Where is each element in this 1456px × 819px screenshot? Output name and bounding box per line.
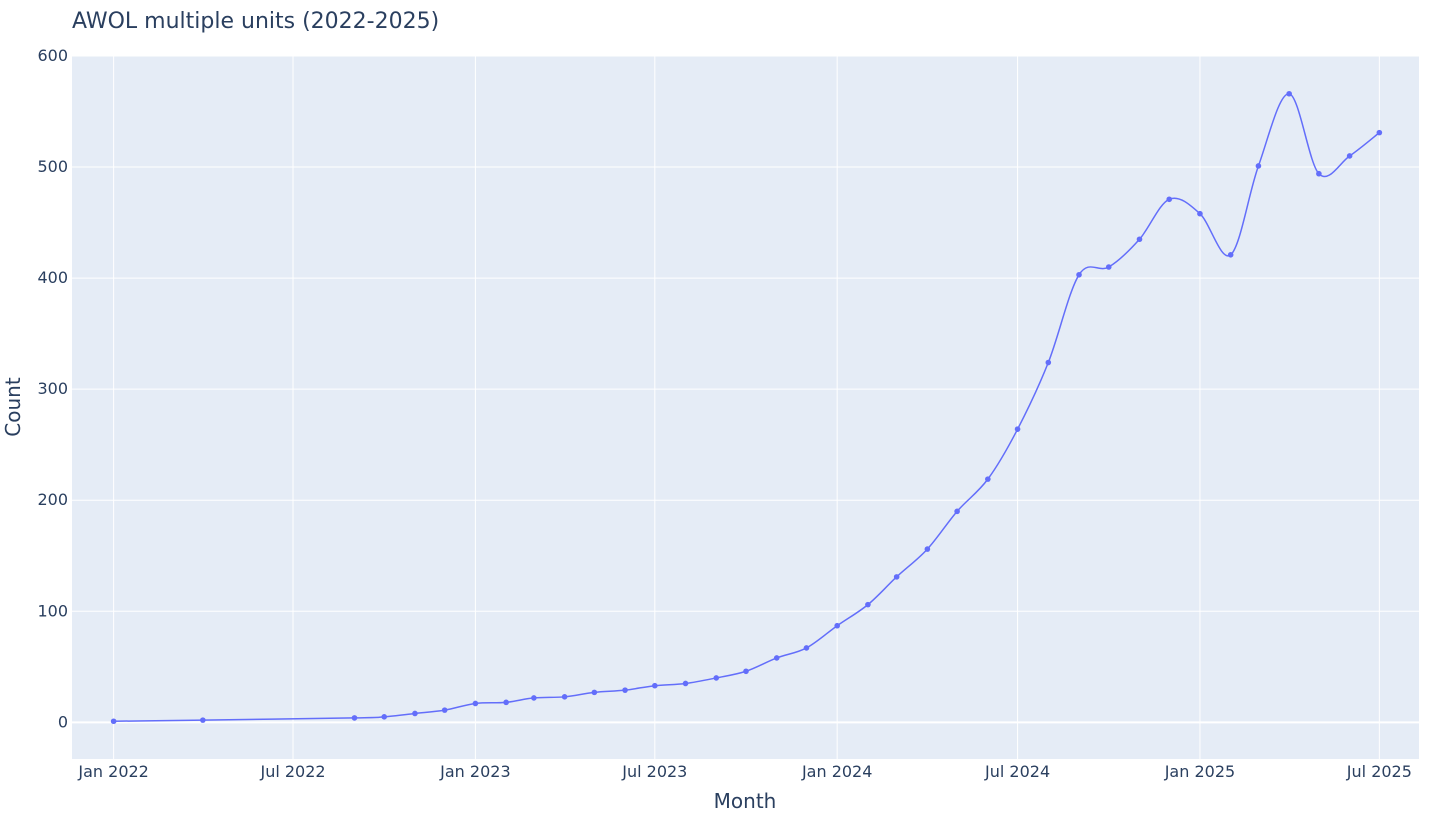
x-tick-label: Jul 2024 xyxy=(984,762,1050,781)
data-point xyxy=(713,675,720,681)
data-point xyxy=(924,546,931,552)
data-point xyxy=(1376,129,1383,136)
x-tick-label: Jan 2022 xyxy=(77,762,148,781)
gridlines xyxy=(72,55,1419,759)
y-tick-label: 200 xyxy=(37,490,68,509)
data-point xyxy=(351,715,358,721)
data-point xyxy=(1166,196,1173,203)
y-tick-label: 300 xyxy=(37,379,68,398)
data-point xyxy=(381,713,388,720)
data-point xyxy=(1076,271,1082,278)
data-point xyxy=(954,508,960,515)
data-point xyxy=(773,655,780,661)
x-tick-label: Jul 2022 xyxy=(259,762,325,781)
data-point xyxy=(1105,264,1112,270)
data-point xyxy=(682,680,689,687)
data-point xyxy=(985,476,991,482)
data-point xyxy=(834,622,840,629)
data-point xyxy=(803,645,810,651)
plot-area xyxy=(72,56,1419,759)
data-point xyxy=(893,574,900,580)
x-axis-label: Month xyxy=(714,789,777,813)
x-tick-label: Jan 2025 xyxy=(1164,762,1235,781)
data-point xyxy=(591,689,598,696)
data-point xyxy=(652,682,658,689)
y-axis-label: Count xyxy=(1,377,25,437)
y-tick-label: 400 xyxy=(37,268,68,287)
y-tick-label: 0 xyxy=(58,712,68,731)
y-axis-ticks: 0 100 200 300 400 500 600 xyxy=(37,46,68,731)
chart-title: AWOL multiple units (2022-2025) xyxy=(72,9,439,34)
data-point xyxy=(1346,153,1353,159)
data-point xyxy=(531,695,537,701)
x-tick-label: Jul 2023 xyxy=(621,762,687,781)
x-tick-label: Jan 2024 xyxy=(801,762,872,781)
x-tick-label: Jan 2023 xyxy=(439,762,510,781)
data-point xyxy=(1045,359,1052,366)
data-point xyxy=(110,718,117,725)
data-point xyxy=(622,687,628,693)
x-tick-label: Jul 2025 xyxy=(1346,762,1412,781)
data-point xyxy=(472,700,479,707)
data-point xyxy=(441,707,448,713)
data-point xyxy=(1197,210,1203,217)
data-point xyxy=(1136,236,1143,243)
data-point xyxy=(1227,251,1234,258)
data-point xyxy=(561,694,568,700)
data-point xyxy=(412,710,418,717)
data-point xyxy=(1316,170,1322,177)
series-markers xyxy=(110,90,1383,725)
data-point xyxy=(503,699,509,706)
data-point xyxy=(1286,90,1292,97)
y-tick-label: 100 xyxy=(37,601,68,620)
y-tick-label: 500 xyxy=(37,157,68,176)
data-point xyxy=(1014,426,1021,432)
data-point xyxy=(865,601,871,608)
data-point xyxy=(743,668,749,675)
data-point xyxy=(200,717,206,723)
data-point xyxy=(1255,163,1262,169)
x-axis-ticks: Jan 2022 Jul 2022 Jan 2023 Jul 2023 Jan 2024… xyxy=(77,762,1412,781)
y-tick-label: 600 xyxy=(37,46,68,65)
